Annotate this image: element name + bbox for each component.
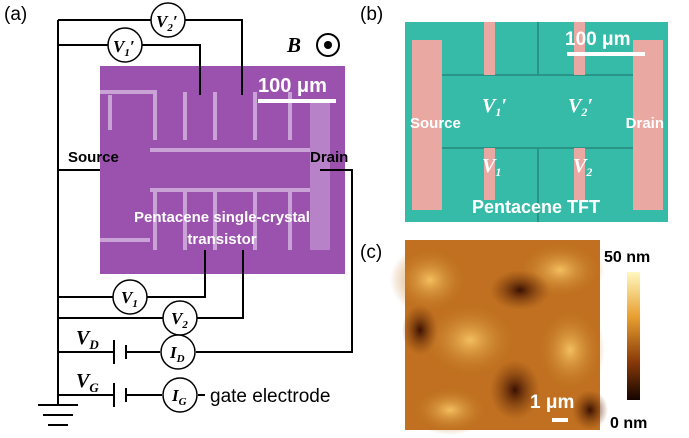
- device-label: Pentacene single-crystal: [134, 209, 310, 226]
- colorbar-max: 50 nm: [604, 249, 650, 266]
- source-label: Source: [410, 115, 461, 132]
- label-part: D: [176, 353, 185, 365]
- label-part: G: [179, 396, 187, 408]
- figure: (a) V2′ V1′ V1 V2 VD ID VG IG gate elect…: [0, 0, 689, 438]
- colorbar-min: 0 nm: [610, 415, 647, 432]
- label-part: D: [88, 337, 99, 352]
- label-part: ′: [173, 12, 178, 31]
- panel-b: (b) 100 μm V1′ V2′ V1 V2 Source Drain Pe…: [360, 4, 668, 222]
- panel-label: (b): [360, 4, 383, 25]
- magnet-label: B: [286, 33, 301, 57]
- probe-label: V2′: [568, 95, 593, 119]
- gate-label: gate electrode: [210, 386, 330, 407]
- label-part: 2: [181, 319, 188, 331]
- label-part: G: [89, 380, 99, 395]
- probe-label: V2′: [156, 12, 178, 34]
- vg-label: VG: [76, 370, 99, 395]
- scale-bar: [567, 52, 645, 56]
- panel-a: (a) V2′ V1′ V1 V2 VD ID VG IG gate elect…: [4, 3, 352, 425]
- label-part: 2: [580, 105, 587, 119]
- panel-c: (c) 1 μm 50 nm 0 nm: [360, 240, 650, 435]
- scale-bar-label: 100 μm: [258, 75, 327, 97]
- label-part: 1: [132, 298, 138, 310]
- panel-label: (c): [360, 242, 382, 263]
- label-part: ′: [501, 95, 507, 117]
- colorbar: [627, 272, 640, 400]
- label-part: 1: [495, 165, 501, 179]
- scale-bar: [552, 418, 568, 422]
- device-label: transistor: [187, 231, 256, 248]
- probe-label: V1′: [113, 37, 135, 59]
- source-label: Source: [68, 149, 119, 166]
- label-part: ′: [587, 95, 593, 117]
- caption: Pentacene TFT: [472, 197, 600, 217]
- scale-bar-label: 1 μm: [530, 392, 574, 413]
- drain-label: Drain: [626, 115, 664, 132]
- drain-label: Drain: [310, 149, 348, 166]
- vd-label: VD: [76, 327, 99, 352]
- label-part: ′: [130, 37, 135, 56]
- scale-bar-label: 100 μm: [565, 29, 631, 50]
- probe-label: V1′: [482, 95, 507, 119]
- field-dot: [324, 41, 332, 49]
- panel-label: (a): [4, 4, 27, 25]
- scale-bar: [258, 99, 336, 103]
- label-part: 2: [585, 165, 592, 179]
